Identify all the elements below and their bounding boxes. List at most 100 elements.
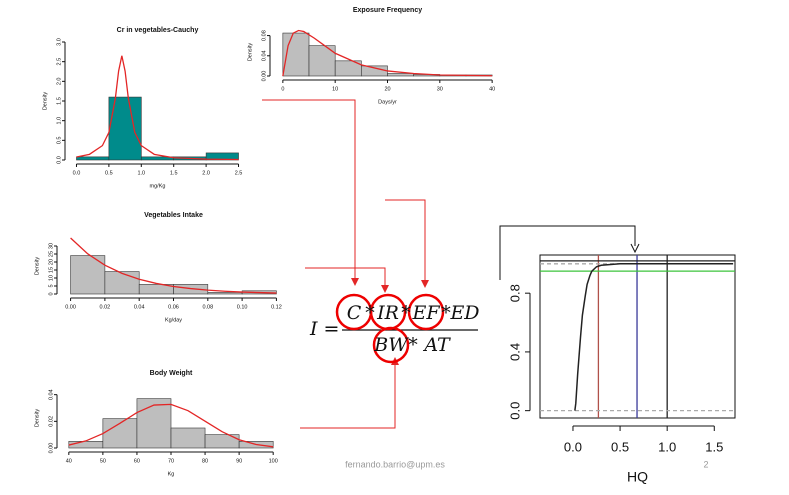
chart-title: Exposure Frequency [353,7,422,14]
formula-lhs: I = [309,318,339,340]
arrowhead [630,243,640,254]
y-tick-label: 0 [48,292,54,295]
x-tick-label: 2.0 [202,170,210,176]
y-tick-label: 2.0 [56,78,62,86]
formula-token: IR [376,302,399,324]
y-tick-label: 25 [48,251,54,257]
bar [136,398,172,449]
x-tick-label: 0.08 [202,304,213,310]
y-tick-label: 15 [48,267,54,273]
formula-token: C [347,302,362,324]
x-tick-label: 1.5 [705,439,723,454]
y-axis-label: Density [42,92,48,111]
x-tick-label: 0.02 [100,304,111,310]
bar [387,73,414,77]
chart: Body Weight 0.00 0.02 0.04 40 50 60 70 80 90 100 Kg… [34,370,277,478]
x-tick-label: 1.5 [170,170,178,176]
y-tick-label: 0.5 [56,137,62,145]
arrow [499,225,636,280]
circle [407,293,445,331]
arrowhead [351,278,359,286]
bar [207,292,243,295]
y-axis-label: Density [34,409,40,428]
chart: 0.0 0.4 0.8 0.0 0.5 1.0 1.5 HQ [507,254,736,485]
y-tick-label: 0.08 [261,30,267,41]
bar [76,156,110,161]
y-tick-label: 0.8 [507,284,522,302]
bar [205,152,239,161]
density-curve [282,29,493,77]
x-tick-label: 60 [134,458,140,464]
x-tick-label: 90 [236,458,242,464]
x-tick-label: 30 [437,86,443,92]
formula-token: BW [373,334,409,356]
y-axis-label: Density [34,257,40,276]
arrowhead [421,280,429,288]
x-tick-label: 20 [384,86,390,92]
y-tick-label: 1.0 [56,117,62,125]
arrowhead [381,285,389,293]
formula-token: ED [449,302,479,324]
formula-token: AT [422,334,451,356]
x-tick-label: 0.5 [611,439,629,454]
x-axis-label: mg/Kg [150,183,166,189]
y-tick-label: 1.5 [56,97,62,105]
chart: Cr in vegetables-Cauchy 0.0 0.5 1.0 1.5 2.0 2.… [42,27,242,190]
x-tick-label: 10 [332,86,338,92]
x-axis-label: Kg/day [165,317,182,323]
arrow [262,99,356,280]
bar [170,427,206,449]
x-tick-label: 0.0 [73,170,81,176]
bar [104,271,140,295]
footer-email: fernando.barrio@upm.es [345,459,445,469]
y-tick-label: 30 [48,243,54,249]
formula-token: * [441,302,451,324]
density-curve [70,237,277,294]
bar [108,96,142,161]
chart-title: Cr in vegetables-Cauchy [117,27,199,34]
y-tick-label: 20 [48,259,54,265]
formula-token: * [401,302,411,324]
formula-token: * [408,334,418,356]
x-tick-label: 0.12 [271,304,282,310]
arrow [300,363,396,429]
x-axis-label: Kg [168,471,175,477]
formula-token: * [365,302,375,324]
highlight-circles [335,293,445,364]
chart: Vegetables Intake 0 5 10 15 20 25 30 0.00 0.02 0.0… [34,212,281,324]
x-tick-label: 0.06 [168,304,179,310]
ecdf-line [574,263,734,411]
x-tick-label: 1.0 [137,170,145,176]
arrows [262,99,426,429]
x-tick-label: 0.0 [564,439,582,454]
x-tick-label: 50 [100,458,106,464]
arrow [305,267,386,287]
x-tick-label: 80 [202,458,208,464]
x-tick-label: 0.10 [237,304,248,310]
y-tick-label: 0.0 [56,156,62,164]
x-tick-label: 0.00 [65,304,76,310]
y-tick-label: 10 [48,275,54,281]
x-tick-label: 2.5 [235,170,243,176]
x-tick-label: 1.0 [658,439,676,454]
y-axis-label: Density [247,43,253,62]
circle [372,326,410,364]
density-curve [68,403,274,448]
y-tick-label: 0.0 [507,402,522,420]
x-tick-label: 40 [66,458,72,464]
x-tick-label: 40 [489,86,495,92]
chart-title: Vegetables Intake [144,212,203,219]
x-tick-label: 0.04 [134,304,145,310]
y-tick-label: 0.00 [48,443,54,454]
x-tick-label: 0.5 [105,170,113,176]
y-tick-label: 3.0 [56,38,62,46]
formula-token: EF [411,302,440,324]
x-tick-label: 0 [281,86,284,92]
y-tick-label: 2.5 [56,58,62,66]
x-axis-label: HQ [627,469,648,485]
bar [68,441,104,449]
chart-title: Body Weight [150,370,193,377]
arrow [385,199,426,282]
x-tick-label: 100 [269,458,278,464]
